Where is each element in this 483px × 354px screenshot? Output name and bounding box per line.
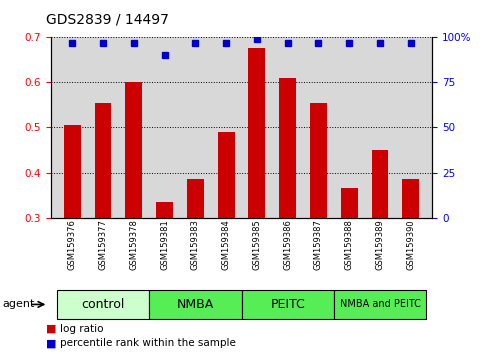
Bar	[64, 125, 81, 218]
Text: control: control	[81, 298, 125, 311]
Text: NMBA: NMBA	[177, 298, 214, 311]
Bar	[187, 179, 204, 218]
Bar	[149, 290, 242, 319]
Bar	[156, 202, 173, 218]
Bar	[402, 179, 419, 218]
Bar	[341, 188, 358, 218]
Bar	[334, 290, 426, 319]
Bar	[125, 82, 142, 218]
Bar	[279, 78, 296, 218]
Text: GDS2839 / 14497: GDS2839 / 14497	[46, 12, 169, 27]
Text: log ratio: log ratio	[60, 324, 104, 333]
Bar	[371, 150, 388, 218]
Text: ■: ■	[46, 338, 57, 348]
Bar	[248, 48, 265, 218]
Bar	[310, 103, 327, 218]
Bar	[95, 103, 112, 218]
Text: ■: ■	[46, 324, 57, 333]
Text: percentile rank within the sample: percentile rank within the sample	[60, 338, 236, 348]
Bar	[218, 132, 235, 218]
Text: agent: agent	[2, 299, 35, 309]
Text: PEITC: PEITC	[270, 298, 305, 311]
Bar	[242, 290, 334, 319]
Text: NMBA and PEITC: NMBA and PEITC	[340, 299, 420, 309]
Bar	[57, 290, 149, 319]
